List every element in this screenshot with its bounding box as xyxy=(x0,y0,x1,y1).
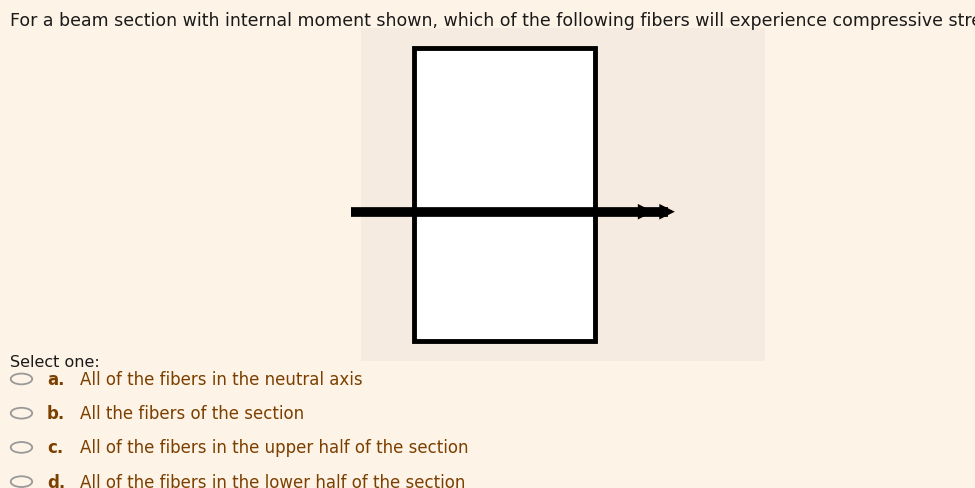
Bar xyxy=(414,49,595,342)
Text: b.: b. xyxy=(47,405,65,422)
Text: For a beam section with internal moment shown, which of the following fibers wil: For a beam section with internal moment … xyxy=(10,12,975,30)
Text: a.: a. xyxy=(47,370,64,388)
Text: All the fibers of the section: All the fibers of the section xyxy=(80,405,304,422)
Text: All of the fibers in the upper half of the section: All of the fibers in the upper half of t… xyxy=(80,439,468,456)
Text: d.: d. xyxy=(47,473,65,488)
Bar xyxy=(361,29,765,361)
Text: All of the fibers in the neutral axis: All of the fibers in the neutral axis xyxy=(80,370,363,388)
Text: c.: c. xyxy=(47,439,63,456)
Text: Select one:: Select one: xyxy=(10,354,99,369)
Text: All of the fibers in the lower half of the section: All of the fibers in the lower half of t… xyxy=(80,473,465,488)
